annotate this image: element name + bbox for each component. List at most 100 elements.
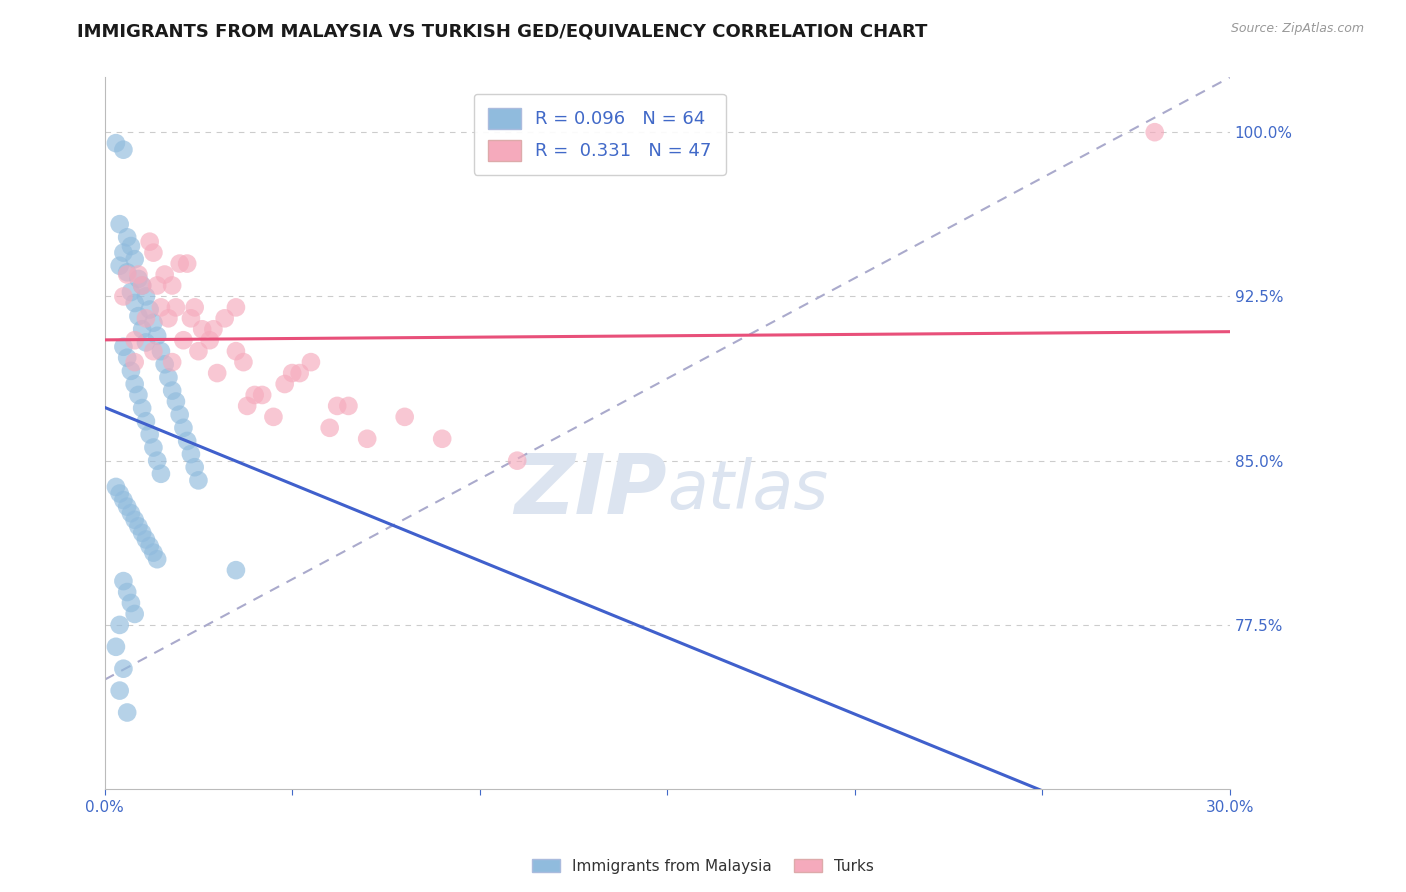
Point: [104, 480, 127, 494]
Point: [153, 268, 176, 282]
Point: [225, 563, 247, 577]
Point: [506, 453, 529, 467]
Point: [146, 552, 169, 566]
Point: [108, 486, 131, 500]
Point: [157, 370, 180, 384]
Point: [149, 301, 172, 315]
Point: [138, 302, 160, 317]
Legend: R = 0.096   N = 64, R =  0.331   N = 47: R = 0.096 N = 64, R = 0.331 N = 47: [474, 94, 725, 175]
Point: [356, 432, 378, 446]
Point: [149, 344, 172, 359]
Point: [115, 585, 138, 599]
Point: [273, 377, 295, 392]
Point: [124, 513, 146, 527]
Point: [225, 344, 247, 359]
Point: [318, 421, 340, 435]
Point: [165, 394, 187, 409]
Point: [108, 618, 131, 632]
Point: [243, 388, 266, 402]
Text: ZIP: ZIP: [515, 450, 668, 531]
Point: [120, 285, 142, 299]
Text: IMMIGRANTS FROM MALAYSIA VS TURKISH GED/EQUIVALENCY CORRELATION CHART: IMMIGRANTS FROM MALAYSIA VS TURKISH GED/…: [77, 22, 928, 40]
Point: [176, 256, 198, 270]
Point: [124, 377, 146, 392]
Point: [198, 333, 221, 347]
Point: [112, 662, 135, 676]
Point: [115, 500, 138, 514]
Point: [146, 278, 169, 293]
Point: [146, 329, 169, 343]
Point: [120, 239, 142, 253]
Point: [225, 301, 247, 315]
Text: Source: ZipAtlas.com: Source: ZipAtlas.com: [1230, 22, 1364, 36]
Point: [432, 432, 454, 446]
Point: [108, 217, 131, 231]
Point: [160, 278, 183, 293]
Point: [131, 525, 153, 540]
Point: [112, 289, 135, 303]
Point: [191, 322, 214, 336]
Point: [149, 467, 172, 481]
Point: [142, 245, 165, 260]
Point: [115, 351, 138, 365]
Point: [135, 414, 157, 428]
Point: [135, 533, 157, 547]
Point: [183, 460, 205, 475]
Point: [232, 355, 254, 369]
Point: [187, 474, 209, 488]
Point: [180, 447, 202, 461]
Point: [288, 366, 311, 380]
Point: [131, 322, 153, 336]
Point: [165, 301, 187, 315]
Point: [205, 366, 228, 380]
Point: [131, 401, 153, 416]
Point: [112, 143, 135, 157]
Point: [108, 259, 131, 273]
Point: [236, 399, 259, 413]
Point: [138, 235, 160, 249]
Point: [124, 296, 146, 310]
Point: [202, 322, 225, 336]
Point: [124, 355, 146, 369]
Point: [138, 539, 160, 553]
Point: [115, 230, 138, 244]
Point: [326, 399, 349, 413]
Point: [115, 706, 138, 720]
Point: [160, 355, 183, 369]
Point: [112, 245, 135, 260]
Point: [337, 399, 360, 413]
Point: [104, 136, 127, 150]
Point: [281, 366, 304, 380]
Point: [124, 333, 146, 347]
Point: [172, 333, 194, 347]
Point: [1143, 125, 1166, 139]
Point: [124, 252, 146, 267]
Point: [142, 316, 165, 330]
Point: [135, 335, 157, 350]
Point: [299, 355, 322, 369]
Point: [214, 311, 236, 326]
Point: [146, 453, 169, 467]
Point: [127, 519, 149, 533]
Point: [135, 311, 157, 326]
Point: [120, 506, 142, 520]
Point: [135, 289, 157, 303]
Point: [127, 388, 149, 402]
Point: [142, 546, 165, 560]
Point: [183, 301, 205, 315]
Point: [131, 278, 153, 293]
Point: [138, 427, 160, 442]
Point: [115, 268, 138, 282]
Point: [153, 357, 176, 371]
Point: [180, 311, 202, 326]
Point: [176, 434, 198, 448]
Point: [169, 256, 191, 270]
Point: [104, 640, 127, 654]
Text: atlas: atlas: [668, 458, 828, 524]
Point: [112, 493, 135, 508]
Point: [142, 344, 165, 359]
Point: [169, 408, 191, 422]
Point: [142, 441, 165, 455]
Point: [124, 607, 146, 621]
Point: [157, 311, 180, 326]
